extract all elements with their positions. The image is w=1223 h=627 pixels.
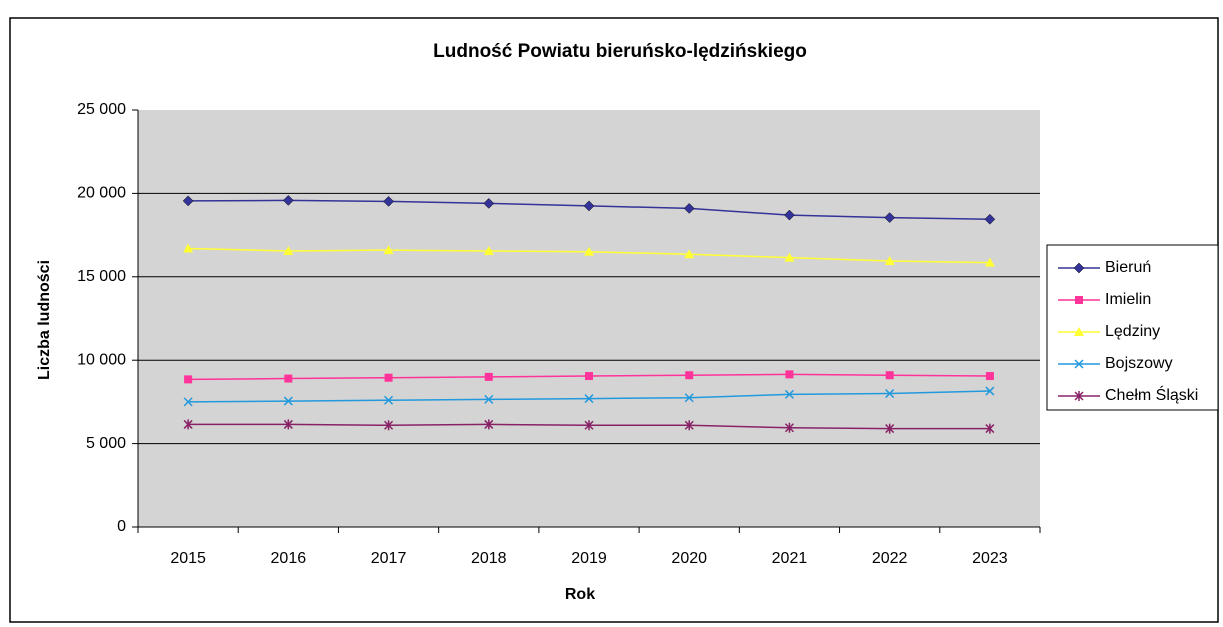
marker [1074, 391, 1084, 401]
marker [584, 394, 594, 404]
marker [484, 394, 494, 404]
legend-box [1046, 244, 1219, 411]
marker [484, 372, 493, 381]
marker [784, 422, 794, 433]
legend-label: Lędziny [1105, 323, 1160, 340]
x-tick-label: 2018 [471, 550, 507, 567]
marker [584, 246, 594, 256]
marker [985, 372, 994, 381]
chart-title: Ludność Powiatu bieruńsko-lędzińskiego [433, 41, 807, 62]
marker [683, 203, 695, 214]
x-tick-label: 2016 [271, 550, 307, 567]
marker [985, 423, 995, 434]
y-tick-label: 0 [117, 518, 126, 535]
marker [384, 420, 394, 431]
marker [984, 257, 995, 267]
marker [1074, 359, 1084, 369]
marker [283, 396, 293, 406]
marker [184, 375, 193, 384]
marker [483, 245, 494, 255]
y-tick-label: 25 000 [77, 101, 126, 118]
marker [784, 252, 795, 262]
marker [985, 386, 995, 396]
marker [383, 196, 394, 207]
x-tick-label: 2019 [571, 550, 607, 567]
marker [785, 370, 794, 379]
marker [283, 419, 293, 430]
legend-label: Imielin [1105, 291, 1151, 308]
marker [885, 423, 895, 434]
x-tick-label: 2015 [170, 550, 206, 567]
marker [183, 419, 193, 430]
marker [584, 420, 594, 431]
marker [383, 245, 394, 255]
marker [183, 243, 194, 253]
marker [284, 374, 293, 383]
x-tick-label: 2021 [772, 550, 808, 567]
marker [183, 397, 193, 407]
marker [1074, 327, 1084, 336]
marker [484, 419, 494, 430]
marker [984, 213, 996, 225]
marker [384, 373, 393, 382]
marker [885, 389, 895, 399]
marker [784, 389, 794, 399]
x-axis-title: Rok [565, 586, 595, 603]
legend-label: Chełm Śląski [1105, 385, 1198, 404]
x-tick-label: 2023 [972, 550, 1008, 567]
y-tick-label: 20 000 [77, 185, 126, 202]
y-tick-label: 15 000 [77, 268, 126, 285]
marker [282, 195, 294, 206]
x-tick-label: 2020 [671, 550, 707, 567]
x-tick-label: 2022 [872, 550, 908, 567]
marker [885, 371, 894, 380]
marker [684, 249, 695, 259]
marker [182, 195, 194, 207]
marker [884, 212, 896, 223]
legend-label: Bojszowy [1105, 355, 1173, 372]
marker [784, 209, 795, 221]
marker [384, 395, 394, 405]
marker [1073, 262, 1085, 274]
plot-area [138, 110, 1040, 527]
y-tick-label: 10 000 [77, 351, 126, 368]
marker [1075, 296, 1083, 304]
marker [685, 371, 694, 380]
y-axis-title: Liczba ludności [36, 260, 53, 380]
marker [684, 420, 694, 431]
marker [684, 393, 694, 403]
x-tick-label: 2017 [371, 550, 407, 567]
legend-label: Bieruń [1105, 259, 1151, 276]
marker [483, 198, 495, 209]
marker [884, 255, 895, 265]
marker [585, 372, 593, 381]
marker [283, 245, 294, 255]
y-tick-label: 5 000 [86, 435, 126, 452]
marker [583, 200, 595, 212]
